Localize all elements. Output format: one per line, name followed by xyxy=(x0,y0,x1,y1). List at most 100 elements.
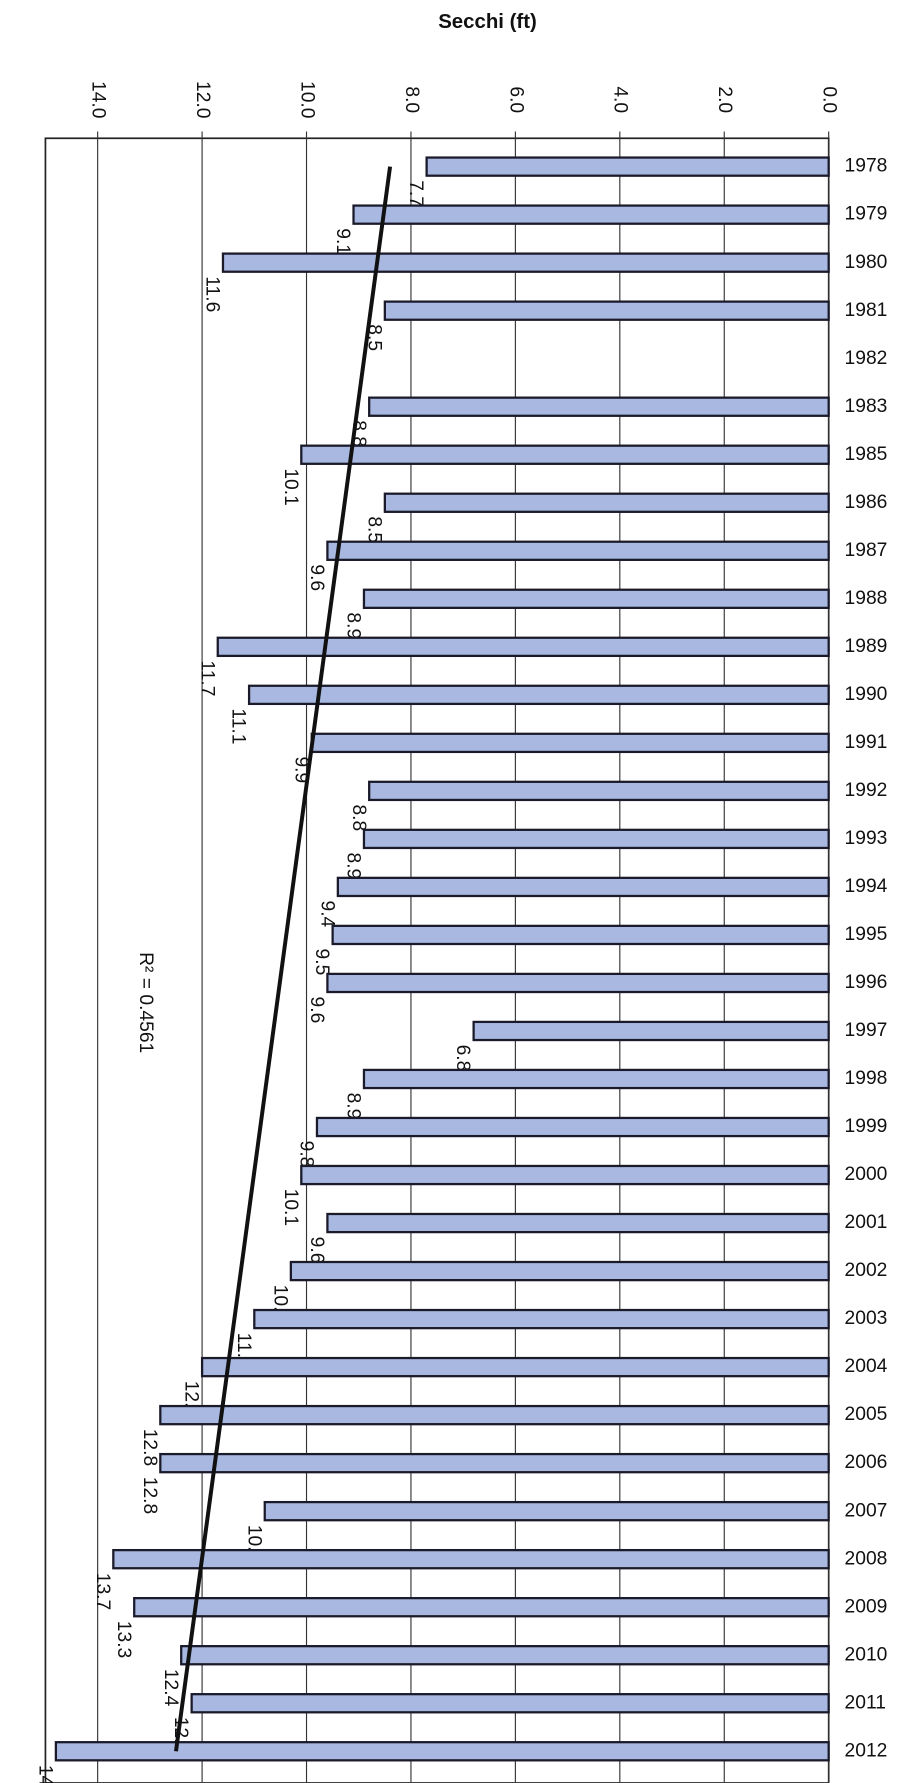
bar xyxy=(253,1308,830,1330)
x-tick-label: 6.0 xyxy=(505,86,526,113)
data-label: 8.9 xyxy=(343,852,364,879)
y-tick-label: 1999 xyxy=(845,1116,888,1137)
data-label: 6.8 xyxy=(452,1045,473,1072)
y-tick-label: 1992 xyxy=(845,780,888,801)
y-tick-label: 2002 xyxy=(845,1260,888,1281)
y-tick-label: 2000 xyxy=(845,1164,888,1185)
bar xyxy=(300,1164,830,1186)
trend-annotation: R² = 0.4561 xyxy=(135,952,156,1053)
y-tick-label: 2009 xyxy=(845,1596,888,1617)
data-label: 9.6 xyxy=(306,1237,327,1264)
y-tick-label: 1985 xyxy=(845,444,888,465)
bar xyxy=(336,876,830,898)
y-tick-label: 2004 xyxy=(845,1356,888,1377)
trendline xyxy=(174,166,393,1752)
y-tick-label: 1982 xyxy=(845,348,888,369)
bar xyxy=(54,1741,830,1762)
bar xyxy=(247,684,830,706)
bar xyxy=(368,396,830,417)
data-label: 8.9 xyxy=(343,1093,364,1120)
bar xyxy=(331,924,830,946)
bar xyxy=(159,1452,830,1474)
y-tick-label: 1995 xyxy=(845,924,888,945)
x-tick-label: 8.0 xyxy=(401,86,422,113)
y-tick-label: 2001 xyxy=(845,1212,888,1233)
data-label: 12.8 xyxy=(139,1429,160,1466)
data-label: 9.8 xyxy=(296,1141,317,1168)
bar xyxy=(326,540,830,561)
y-tick-label: 2005 xyxy=(845,1404,888,1425)
bar xyxy=(263,1500,830,1522)
data-label: 11.6 xyxy=(202,276,223,312)
bar xyxy=(289,1260,830,1282)
bar xyxy=(180,1645,830,1666)
bar xyxy=(310,732,830,754)
bar xyxy=(112,1548,830,1570)
bar xyxy=(352,204,830,225)
y-tick-label: 2003 xyxy=(845,1308,888,1329)
y-tick-label: 1989 xyxy=(845,636,888,657)
data-label: 9.6 xyxy=(306,997,327,1024)
y-tick-label: 2007 xyxy=(845,1500,888,1521)
bar xyxy=(326,972,830,994)
bar xyxy=(326,1212,830,1234)
bar xyxy=(383,492,830,513)
bar xyxy=(216,636,830,658)
bar xyxy=(190,1693,830,1714)
y-tick-label: 1983 xyxy=(845,396,888,417)
x-tick-label: 12.0 xyxy=(192,81,213,118)
x-tick-label: 10.0 xyxy=(296,81,317,118)
y-tick-label: 2012 xyxy=(845,1740,888,1761)
y-tick-label: 2011 xyxy=(845,1692,886,1713)
data-label: 10.1 xyxy=(280,1189,301,1226)
data-label: 10.1 xyxy=(280,468,301,505)
data-label: 12.4 xyxy=(160,1669,181,1707)
bar xyxy=(362,828,830,850)
axis-title: Secchi (ft) xyxy=(438,11,537,33)
data-label: 13.3 xyxy=(113,1621,134,1658)
y-tick-label: 1998 xyxy=(845,1068,888,1089)
x-tick-label: 2.0 xyxy=(714,86,735,113)
y-tick-label: 2006 xyxy=(845,1452,888,1473)
data-label: 11.1 xyxy=(228,708,249,744)
plot-frame xyxy=(44,137,830,1783)
data-label: 11.7 xyxy=(196,660,217,696)
bar xyxy=(425,156,830,177)
y-tick-label: 1997 xyxy=(845,1020,888,1041)
y-tick-label: 1993 xyxy=(845,828,888,849)
y-tick-label: 1988 xyxy=(845,588,888,609)
y-tick-label: 1979 xyxy=(845,204,888,225)
data-label: 9.1 xyxy=(332,228,353,255)
bar xyxy=(368,780,830,802)
bar xyxy=(383,300,830,321)
x-tick-label: 14.0 xyxy=(88,81,109,118)
y-tick-label: 1996 xyxy=(845,972,888,993)
data-label: 13.7 xyxy=(92,1573,113,1610)
y-tick-label: 1991 xyxy=(845,732,888,753)
y-tick-label: 2008 xyxy=(845,1548,888,1569)
y-tick-label: 1978 xyxy=(845,156,888,177)
bar xyxy=(200,1356,830,1378)
data-label: 9.6 xyxy=(306,564,327,591)
bar xyxy=(133,1597,830,1618)
x-tick-label: 4.0 xyxy=(610,86,631,113)
y-tick-label: 1986 xyxy=(845,492,888,513)
bar xyxy=(362,588,830,610)
bar xyxy=(221,252,830,273)
bar xyxy=(159,1404,830,1426)
y-tick-label: 1990 xyxy=(845,684,888,705)
y-tick-label: 1994 xyxy=(845,876,888,897)
x-tick-label: 0.0 xyxy=(819,86,840,113)
data-label: 14.8 xyxy=(34,1765,55,1783)
y-tick-label: 1987 xyxy=(845,540,888,561)
data-label: 8.5 xyxy=(363,516,384,543)
data-label: 8.8 xyxy=(348,804,369,831)
data-label: 9.4 xyxy=(316,901,337,928)
data-label: 8.9 xyxy=(343,612,364,639)
data-label: 7.7 xyxy=(405,180,426,207)
data-label: 12.8 xyxy=(139,1477,160,1514)
bar xyxy=(315,1116,830,1138)
bar xyxy=(362,1068,830,1090)
data-label: 9.5 xyxy=(311,949,332,976)
